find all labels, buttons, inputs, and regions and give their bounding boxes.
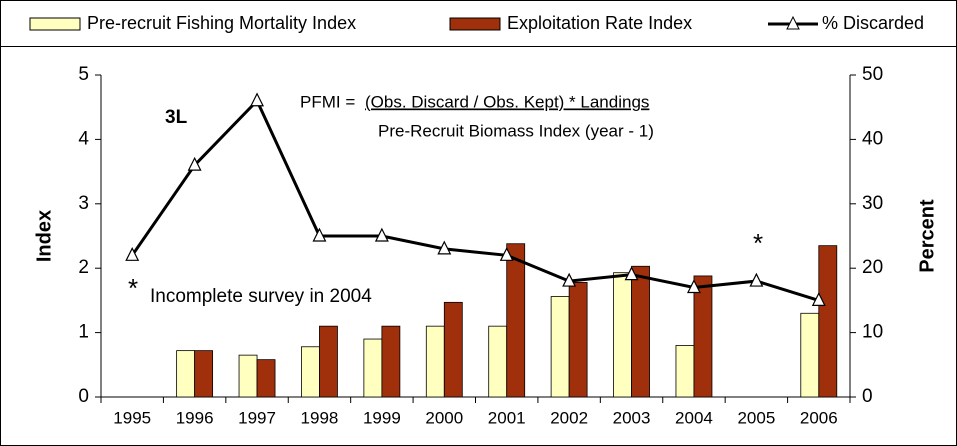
line-marker [562,272,577,287]
footnote-marker: * [128,273,138,303]
legend-label: % Discarded [822,13,924,33]
y-axis-title: Index [33,210,55,262]
x-tick-label: 2004 [675,408,713,427]
bar [176,350,196,398]
line-marker [686,279,701,294]
formula-lhs: PFMI = [300,92,355,111]
y2-tick-label: 30 [862,193,883,214]
x-tick-label: 2005 [737,408,775,427]
y-tick-label: 0 [78,386,89,407]
bar [675,345,695,398]
bar [238,354,258,398]
footnote: Incomplete survey in 2004 [150,286,372,307]
x-tick-label: 2006 [800,408,838,427]
formula-numerator: (Obs. Discard / Obs. Kept) * Landings [365,92,649,111]
x-tick-label: 1996 [176,408,214,427]
y2-tick-label: 40 [862,128,883,149]
line-marker [749,272,764,287]
legend-label: Exploitation Rate Index [507,13,692,33]
bar [381,325,401,398]
line-marker [624,266,639,281]
bar [194,350,214,398]
y2-tick-label: 20 [862,257,883,278]
region-label: 3L [165,107,188,128]
bar [693,275,713,398]
bar [631,265,650,398]
bar [613,272,632,398]
bar [256,359,276,398]
line-marker [312,227,327,242]
y-tick-label: 2 [78,257,89,278]
line-marker [437,240,452,255]
x-tick-label: 2000 [425,408,463,427]
y-tick-label: 5 [78,64,89,85]
y-tick-label: 1 [78,322,89,343]
y2-tick-label: 50 [862,64,883,85]
line-marker [125,246,140,261]
x-tick-label: 2003 [613,408,651,427]
legend-label: Pre-recruit Fishing Mortality Index [87,13,356,33]
bar [506,243,526,398]
legend-swatch [449,17,501,31]
y2-tick-label: 0 [862,386,873,407]
line-marker [811,292,826,306]
line-marker [374,227,389,242]
bar [550,296,570,398]
x-tick-label: 2001 [488,408,526,427]
bar [443,301,463,398]
line-marker [499,246,514,261]
marker-2005: * [753,228,763,258]
legend-swatch [29,17,81,31]
x-tick-label: 1995 [113,408,151,427]
bar [363,338,383,398]
bar [301,346,320,398]
formula-denominator: Pre-Recruit Biomass Index (year - 1) [378,121,654,140]
x-tick-label: 1998 [301,408,339,427]
bar [568,281,588,398]
bar [818,245,838,398]
bar [425,325,445,398]
x-tick-label: 1999 [363,408,401,427]
line-marker [187,156,202,171]
y2-tick-label: 10 [862,322,883,343]
line [130,98,820,302]
bar [488,325,508,398]
legend-marker [786,15,800,30]
x-tick-label: 1997 [238,408,276,427]
line-marker [250,92,265,107]
y2-axis-title: Percent [916,199,938,273]
y-tick-label: 4 [78,128,89,149]
bar [319,325,338,398]
bar [800,312,820,398]
x-tick-label: 2002 [550,408,588,427]
y-tick-label: 3 [78,193,89,214]
